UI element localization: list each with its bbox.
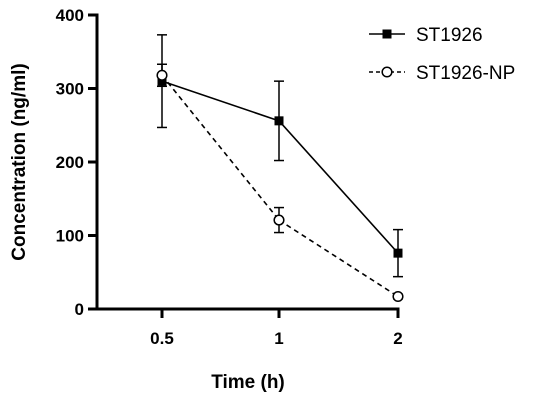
- x-axis-title: Time (h): [211, 372, 285, 393]
- series-line-segment: [161, 80, 280, 122]
- legend: ST1926 ST1926-NP: [369, 25, 515, 84]
- y-tick-label: 400: [56, 6, 84, 25]
- y-axis-title: Concentration (ng/ml): [9, 63, 30, 260]
- legend-label: ST1926: [416, 25, 483, 46]
- data-point: [274, 116, 284, 126]
- x-axis-ticks: 0.5 1 2: [150, 309, 403, 348]
- series-line-segment: [278, 219, 399, 298]
- series-line-segment: [278, 120, 399, 254]
- legend-label: ST1926-NP: [416, 63, 515, 84]
- x-tick-label: 2: [393, 329, 402, 348]
- series-1: [157, 34, 403, 278]
- x-tick-label: 0.5: [150, 329, 174, 348]
- series-2: [156, 63, 404, 303]
- data-point: [156, 69, 168, 81]
- y-axis-ticks: 0 100 200 300 400: [56, 6, 97, 319]
- y-tick-label: 300: [56, 80, 84, 99]
- x-tick-label: 1: [274, 329, 283, 348]
- plot-area: [156, 34, 404, 303]
- y-tick-label: 0: [75, 300, 84, 319]
- data-point: [273, 214, 285, 226]
- legend-marker: [381, 66, 393, 78]
- legend-marker: [382, 29, 392, 39]
- series-line-segment: [161, 74, 280, 221]
- y-tick-label: 200: [56, 153, 84, 172]
- data-point: [392, 290, 404, 303]
- data-point: [393, 248, 403, 258]
- y-tick-label: 100: [56, 227, 84, 246]
